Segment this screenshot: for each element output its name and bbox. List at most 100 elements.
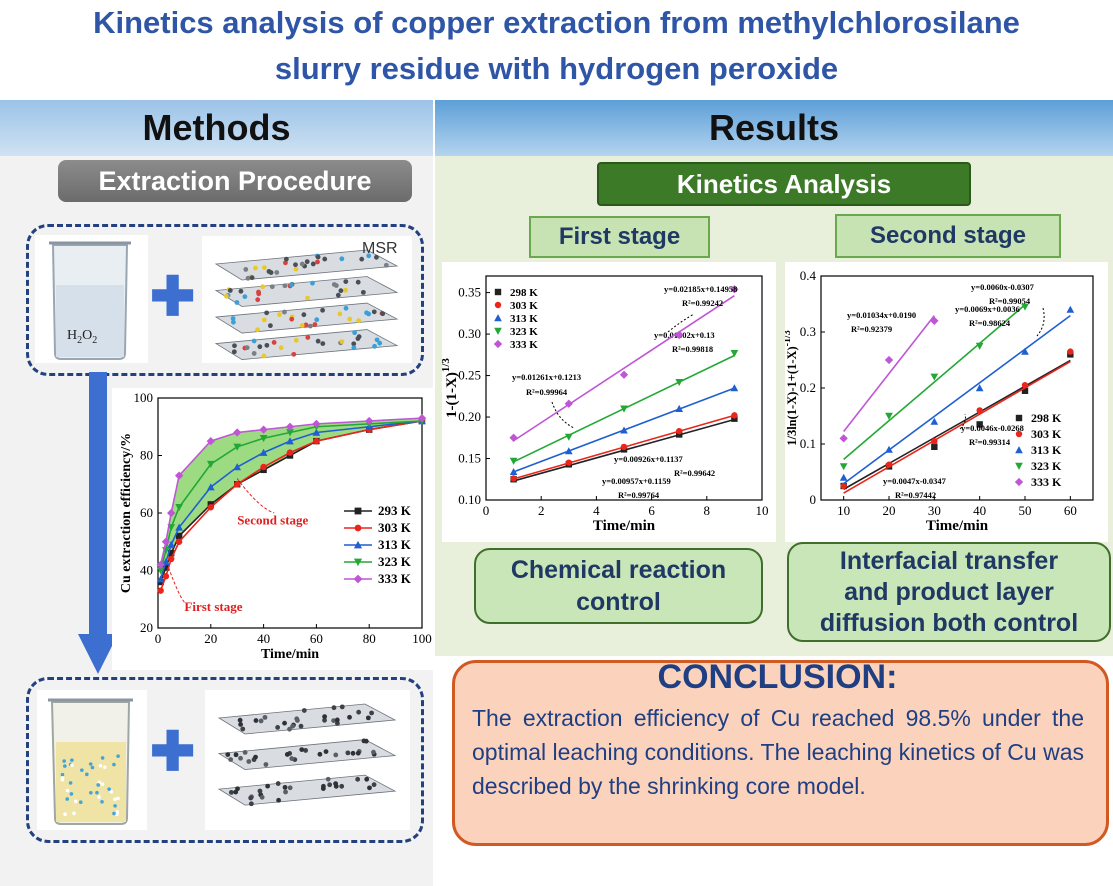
atom bbox=[369, 710, 374, 716]
data-point bbox=[168, 550, 175, 557]
atom bbox=[284, 752, 290, 757]
particle bbox=[109, 789, 114, 794]
atom bbox=[249, 275, 255, 281]
atom bbox=[355, 750, 361, 756]
atom bbox=[283, 256, 289, 262]
layered-structure-icon bbox=[214, 249, 399, 360]
data-point bbox=[234, 481, 241, 488]
particle bbox=[69, 792, 74, 796]
x-tick-label: 40 bbox=[257, 631, 270, 646]
atom bbox=[364, 776, 370, 782]
second-control-line-2: and product layer bbox=[844, 577, 1054, 606]
atom bbox=[310, 280, 315, 286]
atom bbox=[238, 755, 243, 761]
fit-equation: y=0.02185x+0.14958 bbox=[664, 284, 737, 294]
fit-r2: R²=0.99314 bbox=[969, 437, 1011, 447]
atom bbox=[242, 749, 248, 755]
initial-materials-box bbox=[26, 224, 424, 376]
data-point bbox=[233, 443, 242, 451]
y-tick-label: 0.15 bbox=[458, 451, 481, 466]
atom bbox=[350, 750, 356, 756]
data-point bbox=[417, 413, 427, 423]
legend-label: 313 K bbox=[378, 537, 412, 552]
atom bbox=[347, 316, 353, 322]
atom bbox=[261, 353, 267, 359]
legend-marker bbox=[494, 301, 502, 309]
first-control-line-1: Chemical reaction bbox=[510, 556, 727, 584]
chemical-reaction-control-box: Chemical reaction control bbox=[474, 548, 763, 624]
fit-r2: R²=0.97442 bbox=[895, 490, 936, 500]
y-tick-label: 20 bbox=[140, 620, 153, 635]
data-point bbox=[564, 399, 573, 408]
legend-marker bbox=[1015, 430, 1023, 438]
atom bbox=[233, 789, 239, 795]
data-point bbox=[259, 435, 268, 443]
data-point bbox=[509, 457, 518, 465]
data-point bbox=[313, 437, 320, 445]
atom bbox=[267, 323, 273, 329]
atom bbox=[322, 714, 328, 720]
sheet bbox=[214, 329, 399, 360]
data-point bbox=[620, 443, 628, 451]
atom bbox=[253, 265, 258, 271]
atom bbox=[365, 715, 371, 721]
plot-frame bbox=[485, 275, 763, 501]
data-point bbox=[930, 417, 939, 425]
plus-icon: ✚ bbox=[150, 722, 196, 782]
legend-label: 333 K bbox=[510, 339, 538, 351]
data-point bbox=[509, 467, 518, 475]
y-axis-label: 1-(1-X)1/3 bbox=[442, 358, 460, 418]
data-point bbox=[510, 475, 517, 482]
x-tick-label: 100 bbox=[412, 631, 432, 646]
legend-marker bbox=[1015, 414, 1023, 422]
legend-label: 323 K bbox=[378, 554, 412, 569]
atom bbox=[312, 322, 318, 327]
data-point bbox=[885, 445, 893, 453]
final-materials-box bbox=[26, 677, 424, 843]
data-point bbox=[162, 573, 170, 580]
atom bbox=[262, 714, 268, 720]
atom bbox=[355, 279, 361, 285]
first-control-line-2: control bbox=[576, 588, 661, 616]
particle bbox=[115, 812, 119, 817]
legend-marker bbox=[1014, 477, 1024, 487]
extraction-procedure-badge: Extraction Procedure bbox=[58, 160, 412, 202]
atom bbox=[261, 265, 267, 271]
data-point bbox=[286, 437, 294, 445]
atom bbox=[339, 783, 345, 789]
data-point bbox=[1066, 305, 1075, 313]
fit-equation: y=0.01034x+0.0190 bbox=[847, 310, 916, 320]
data-point bbox=[931, 443, 938, 450]
data-point bbox=[676, 431, 683, 438]
atom bbox=[339, 256, 345, 262]
data-point bbox=[884, 355, 894, 365]
atom bbox=[343, 305, 349, 311]
x-tick-label: 20 bbox=[883, 503, 896, 518]
plus-icon: ✚ bbox=[150, 267, 196, 327]
data-point bbox=[676, 427, 683, 435]
atom bbox=[283, 789, 288, 795]
diffusion-control-box: Interfacial transfer and product layer d… bbox=[787, 542, 1111, 642]
particle bbox=[70, 763, 74, 767]
y-tick-label: 0.1 bbox=[800, 436, 816, 451]
fit-equation: y=0.0046x-0.0268 bbox=[961, 423, 1024, 433]
data-point bbox=[730, 349, 739, 357]
atom bbox=[275, 781, 281, 786]
atom bbox=[238, 288, 244, 294]
legend-marker bbox=[493, 339, 503, 349]
atom bbox=[263, 762, 269, 767]
x-tick-label: 40 bbox=[973, 503, 986, 518]
data-point bbox=[162, 564, 170, 571]
particle bbox=[116, 796, 120, 801]
atom bbox=[356, 709, 362, 715]
data-point bbox=[565, 459, 572, 466]
fit-r2: R²=0.92379 bbox=[851, 324, 892, 334]
second-control-line-1: Interfacial transfer bbox=[839, 546, 1059, 575]
second-control-line-3: diffusion both control bbox=[819, 608, 1079, 637]
layered-structure-icon bbox=[217, 703, 397, 807]
x-tick-label: 8 bbox=[704, 503, 711, 518]
residue-structure-image bbox=[205, 690, 410, 830]
atom bbox=[314, 317, 320, 323]
atom bbox=[233, 752, 239, 758]
msr-label: MSR bbox=[362, 240, 398, 257]
